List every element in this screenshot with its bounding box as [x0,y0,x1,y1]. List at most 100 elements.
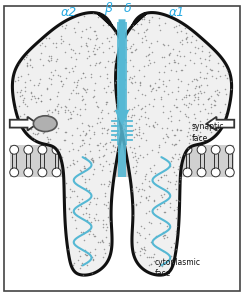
Point [187,120,191,125]
Point [194,38,198,42]
Point [130,186,134,191]
Point [175,207,179,211]
Point [106,22,110,27]
Point [83,101,87,106]
Point [81,141,85,146]
Point [146,63,150,67]
Point [134,168,138,173]
Circle shape [24,168,33,177]
Point [18,89,22,94]
Point [113,115,117,120]
Point [86,35,90,40]
Point [132,42,135,46]
Point [61,81,65,86]
Point [198,108,202,113]
Point [91,231,94,236]
Point [94,33,98,37]
Point [182,101,186,106]
Point [142,130,145,135]
Point [127,107,131,112]
Point [226,71,230,76]
Circle shape [197,145,206,154]
Point [201,125,205,130]
Point [74,84,78,89]
Point [192,112,196,116]
Point [117,108,121,113]
Point [92,234,96,239]
Point [211,74,214,79]
Point [95,104,99,109]
Point [85,263,89,267]
Point [206,97,210,102]
Point [159,174,163,179]
Point [171,256,174,261]
Point [17,75,20,80]
Point [76,20,80,24]
Point [56,57,60,62]
Point [56,111,60,115]
Point [193,86,197,90]
Point [41,62,45,67]
Point [106,206,110,211]
Point [198,89,202,93]
Point [58,146,62,151]
Point [178,174,182,179]
Point [45,135,49,139]
Point [127,76,131,81]
Point [196,91,200,95]
Point [148,83,152,88]
Point [79,230,83,235]
Point [128,145,132,149]
Point [153,120,157,125]
Point [113,29,117,34]
Point [143,34,147,39]
Point [199,91,203,95]
Point [75,112,79,116]
Point [139,135,143,140]
Point [142,30,146,34]
Point [137,187,141,191]
Point [83,74,87,79]
Point [123,117,127,122]
Point [173,60,176,64]
Point [179,128,183,132]
Point [178,40,182,44]
Point [99,74,102,78]
Point [118,76,122,81]
Point [59,105,63,109]
Point [68,195,72,199]
Point [36,82,40,87]
Point [33,95,37,100]
Point [145,27,149,31]
Point [180,67,184,72]
Point [175,205,179,209]
Point [96,15,100,19]
Point [172,24,176,29]
Point [161,42,165,46]
Point [161,229,165,234]
Point [186,146,190,150]
Point [38,57,42,61]
Point [118,74,122,79]
Point [130,149,134,154]
Point [121,59,125,63]
Point [89,156,93,161]
Point [133,48,137,52]
Point [96,217,100,222]
Point [172,133,176,138]
Point [204,64,208,69]
Point [177,117,181,122]
Point [104,227,108,232]
Point [176,89,180,94]
Point [147,262,151,267]
Point [172,102,176,107]
Point [144,195,148,199]
Point [39,93,43,98]
Point [167,77,171,82]
Point [129,44,133,49]
Point [142,245,146,250]
Point [80,120,83,125]
Point [207,58,211,63]
Point [88,200,92,205]
Point [153,171,157,176]
